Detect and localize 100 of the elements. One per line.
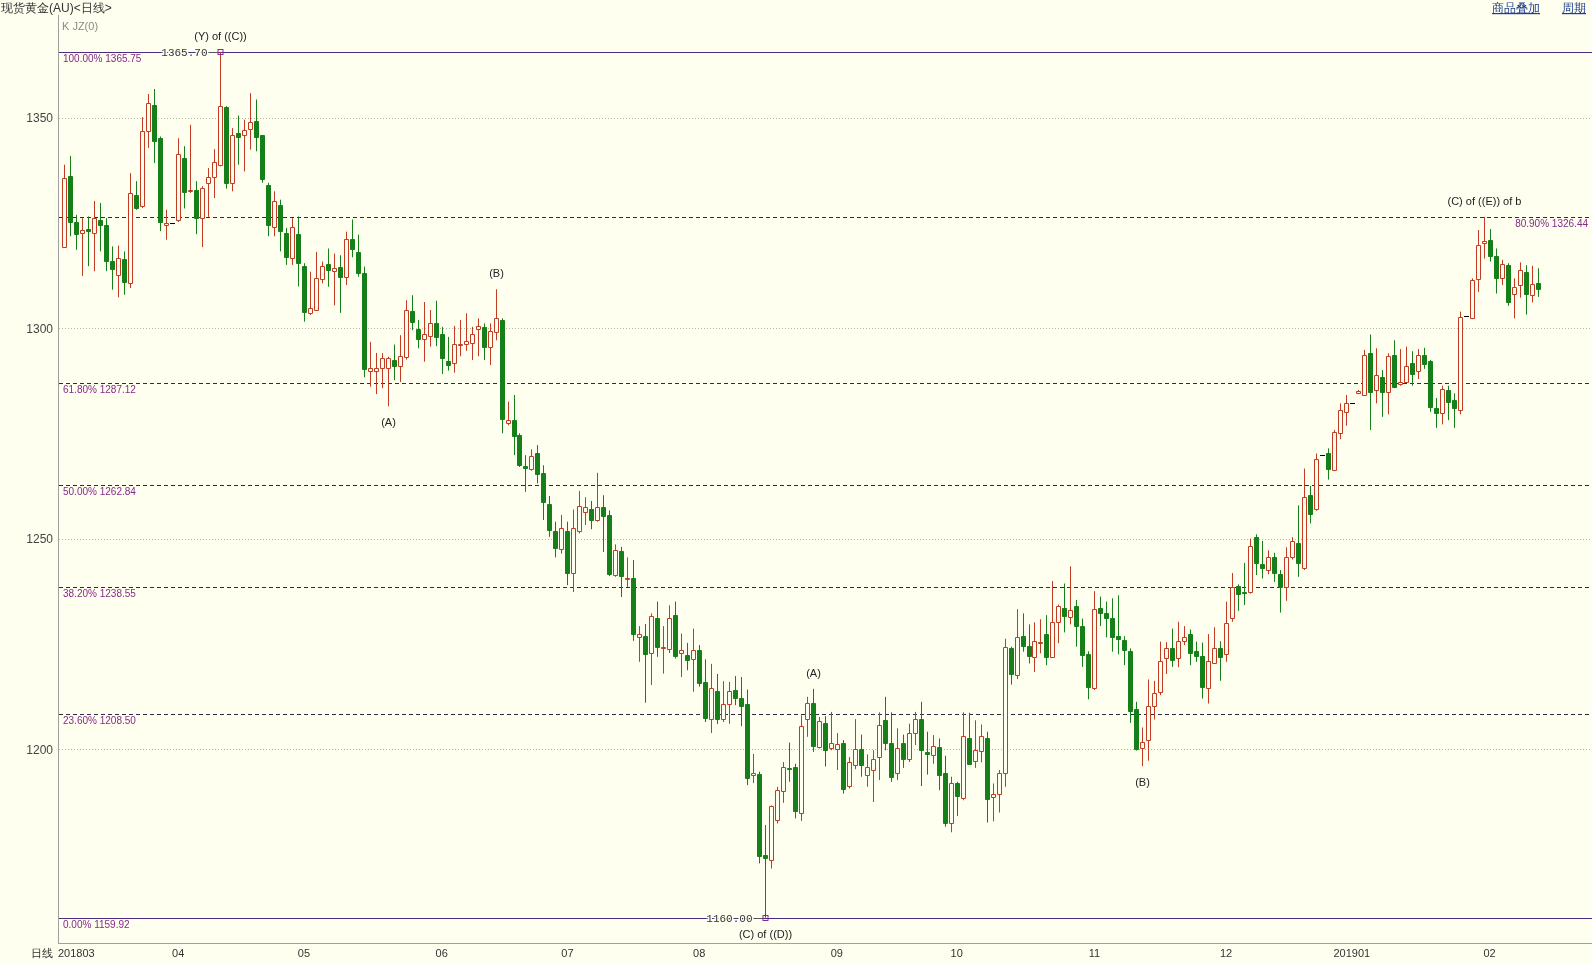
candlestick [1248,538,1253,595]
ref-line-label: 0.00% 1159.92 [63,919,130,930]
x-tick-label: 02 [1483,947,1496,959]
candlestick [326,248,331,288]
candlestick [296,216,301,287]
candlestick [1470,277,1475,320]
candlestick [685,642,690,671]
candlestick [200,185,205,248]
candlestick [1506,262,1511,307]
candlestick [1440,385,1445,425]
candlestick [625,556,630,588]
candlestick [1392,339,1397,389]
candlestick [1368,333,1373,431]
candlestick [446,336,451,372]
candlestick [134,180,139,211]
candlestick [985,731,990,824]
y-tick-label: 1300 [26,321,54,336]
candlestick [1524,264,1529,316]
candlestick [416,319,421,349]
candlestick [332,253,337,306]
candlestick [715,673,720,725]
candlestick [877,711,882,781]
candlestick [673,601,678,659]
annotation: (C) of ((E)) of b [1447,194,1522,207]
candlestick [302,262,307,323]
candlestick [236,115,241,166]
annotation: (Y) of ((C)) [194,29,247,42]
x-tick-label: 09 [830,947,843,959]
candlestick [1512,277,1517,319]
candlestick [1308,485,1313,524]
candlestick [925,731,930,776]
x-tick-label: 08 [693,947,706,959]
ref-line-label: 50.00% 1262.84 [63,486,137,497]
candlestick [649,612,654,686]
candlestick [949,776,954,833]
ref-line-label: 61.80% 1287.12 [63,384,137,395]
candlestick [1458,311,1463,415]
candlestick [92,200,97,272]
candlestick [1254,533,1259,576]
candlestick [116,245,121,298]
candlestick [1260,540,1265,579]
candlestick [392,344,397,381]
candlestick [595,472,600,523]
candlestick [589,500,594,530]
candlestick [1296,504,1301,578]
candlestick [1482,216,1487,260]
candlestick [224,105,229,190]
annotation: (C) of ((D)) [738,927,793,940]
candlestick [290,217,295,266]
candlestick [1230,572,1235,623]
candlestick [506,401,511,426]
candlestick [410,294,415,331]
candlestick [637,625,642,663]
x-axis-title: 日线 [31,947,53,959]
candlestick [1416,348,1421,380]
y-tick-label: 1250 [26,532,54,547]
candlestick [176,137,181,223]
candlestick [266,182,271,237]
candlestick [476,317,481,357]
candlestick [823,715,828,768]
candlestick [80,217,85,277]
candlestick [1380,369,1385,418]
ref-line-label: 100.00% 1365.75 [63,53,142,64]
y-tick-label: 1350 [26,111,54,126]
candlestick [242,119,247,172]
candlestick [344,231,349,286]
x-tick-label: 05 [297,947,311,959]
candlestick [1518,261,1523,299]
annotation: (B) [1135,776,1150,789]
candlestick [799,714,804,822]
candlestick [967,712,972,766]
candlestick [1278,569,1283,614]
candlestick [164,209,169,241]
candlestick [547,495,552,538]
candlestick [679,633,684,678]
candlestick [122,250,127,296]
candlestick [1410,350,1415,387]
candlestick [1314,453,1319,512]
candlestick [523,454,528,493]
candlestick [1536,267,1541,298]
candlestick [188,124,193,194]
candlestick [559,514,564,555]
x-tick-label: 201803 [58,947,95,959]
candlestick [128,172,133,289]
candlestick [1122,635,1127,666]
candlestick [350,219,355,258]
candlestick [278,199,283,252]
candlestick [841,739,846,795]
candlestick [817,716,822,749]
candlestick [1386,352,1391,415]
candlestick [955,781,960,817]
text: 周期 [1562,1,1586,15]
chart-title: 现货黄金(AU)<日线> [1,1,112,15]
candlestick [1062,583,1067,633]
candlestick [194,180,199,235]
candlestick [1170,628,1175,668]
candlestick [500,317,505,434]
candlestick [895,727,900,781]
x-tick-label: 06 [435,947,448,959]
y-tick-label: 1200 [26,742,54,757]
